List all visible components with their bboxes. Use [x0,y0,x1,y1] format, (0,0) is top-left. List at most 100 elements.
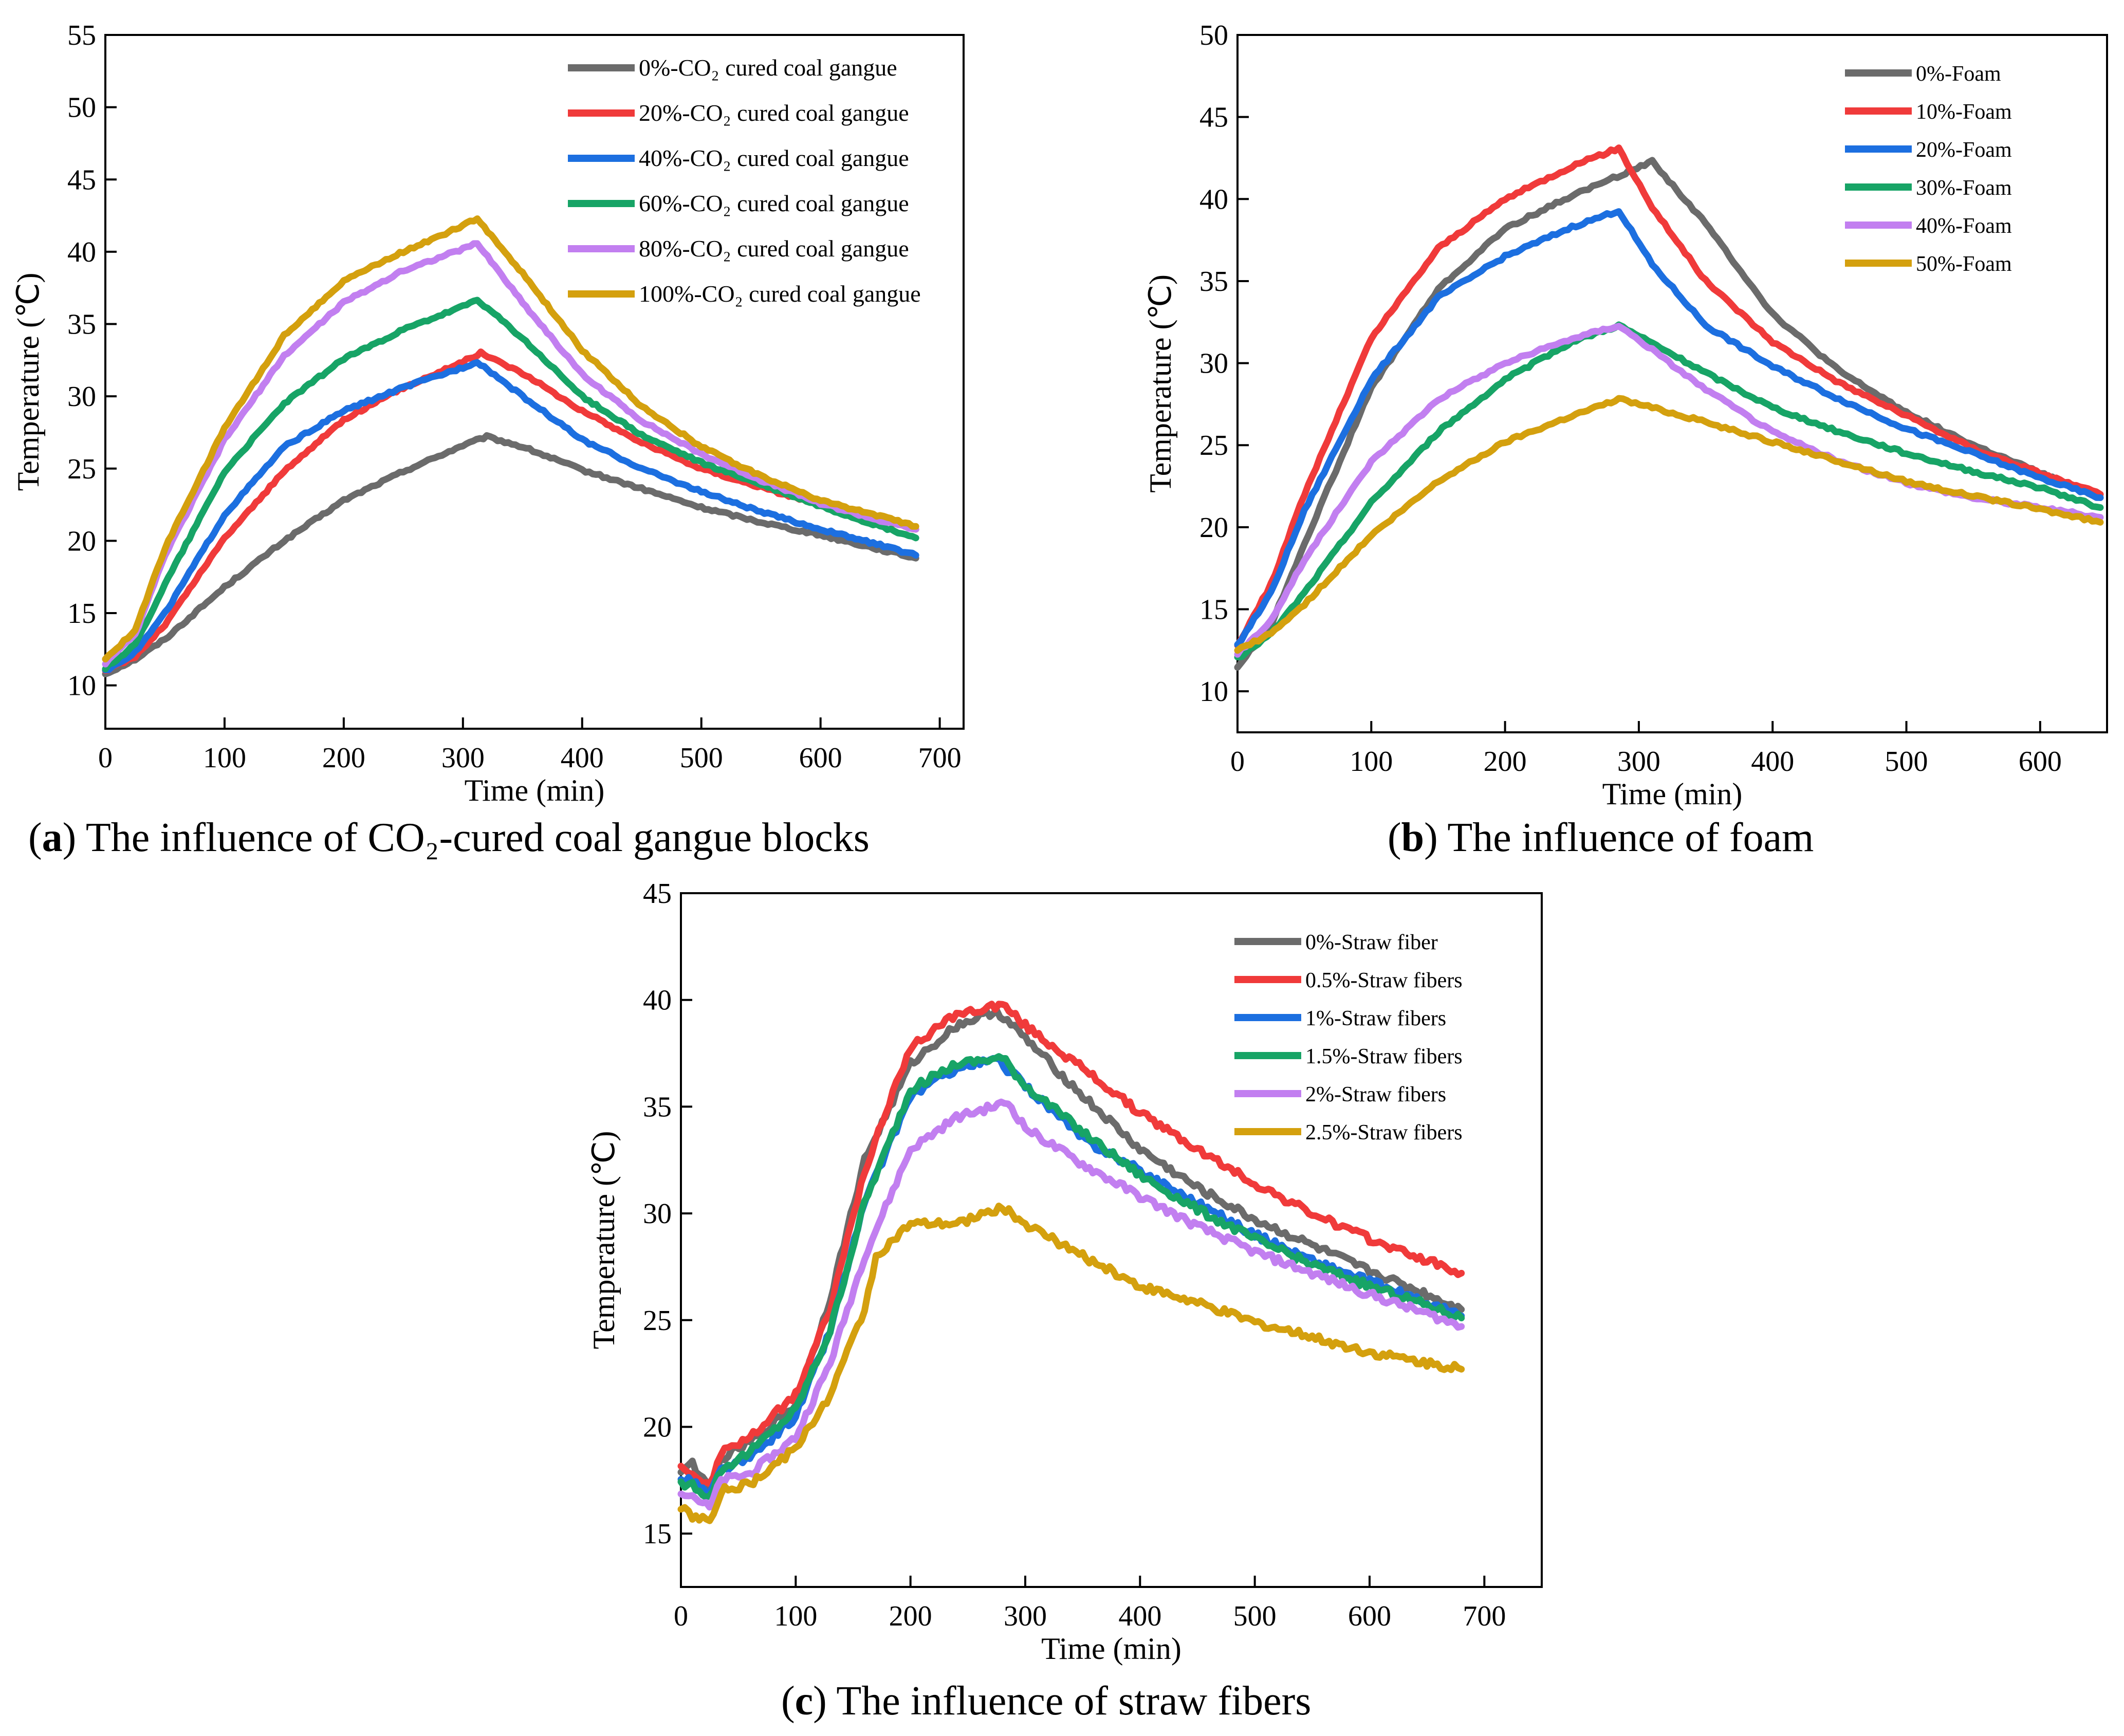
x-tick-label: 0 [674,1600,688,1632]
y-tick-label: 40 [67,236,96,268]
chart-a: 0 100 200 300 400 500 600 700 10 15 20 25 30 35 40 45 50… [11,20,965,807]
caption-b-text: The influence of foam [1437,815,1814,860]
y-tick-label: 30 [643,1198,672,1230]
legend-label: 1%-Straw fibers [1305,1007,1446,1030]
caption-c-text: The influence of straw fibers [826,1678,1312,1724]
chart-b: 0 100 200 300 400 500 600 10 15 20 25 30 35 40 45 50 Tim… [1143,20,2108,811]
plot-frame [1236,34,2108,733]
y-tick-label: 20 [67,525,96,557]
x-tick-label: 0 [1230,746,1245,778]
legend-label: 50%-Foam [1916,252,2012,276]
legend-label: 40%-Foam [1916,214,2012,238]
legend-label: 20%-Foam [1916,138,2012,162]
legend-label: 10%-Foam [1916,100,2012,124]
y-tick-label: 20 [643,1411,672,1443]
y-tick-label: 35 [643,1091,672,1123]
legend-label: 60%-CO₂ cured coal gangue [639,190,909,216]
y-axis-label: Temperature (℃) [11,273,45,491]
legend-label: 1.5%-Straw fibers [1305,1045,1463,1068]
series-line [1234,395,2104,654]
chart-c: 0 100 200 300 400 500 600 700 15 20 25 30 35 40 45 Time… [587,878,1543,1666]
legend-label: 2%-Straw fibers [1305,1083,1446,1106]
y-tick-label: 55 [67,20,96,51]
series-line [102,432,919,678]
y-tick-label: 50 [1199,20,1228,51]
y-tick-label: 15 [643,1518,672,1550]
series-line [1234,208,2104,648]
y-tick-label: 25 [643,1305,672,1337]
x-tick-label: 200 [889,1600,932,1632]
legend-label: 80%-CO₂ cured coal gangue [639,235,909,262]
y-tick-label: 40 [643,985,672,1017]
series-line [1234,144,2104,649]
x-tick-label: 300 [1617,746,1660,778]
x-tick-label: 100 [774,1600,817,1632]
y-tick-label: 15 [67,598,96,630]
caption-c: (c) The influence of straw fibers [781,1678,1312,1724]
y-tick-label: 45 [1199,102,1228,134]
x-tick-label: 300 [1004,1600,1047,1632]
x-tick-label: 200 [322,742,365,774]
x-tick-label: 400 [1751,746,1794,778]
caption-b-letter: b [1401,815,1425,860]
x-tick-label: 400 [1118,1600,1161,1632]
legend-label: 20%-CO₂ cured coal gangue [639,100,909,126]
y-tick-label: 35 [1199,266,1228,298]
x-tick-label: 600 [799,742,842,774]
y-tick-label: 35 [67,309,96,341]
y-tick-label: 40 [1199,183,1228,215]
legend-label: 30%-Foam [1916,176,2012,200]
x-tick-label: 500 [1885,746,1928,778]
series-line [677,1098,1465,1511]
legend-label: 0%-Straw fiber [1305,931,1438,954]
x-axis-label: Time (min) [1041,1632,1181,1666]
legend-label: 0%-CO₂ cured coal gangue [639,54,897,81]
series-line [1234,323,2104,658]
x-tick-label: 100 [203,742,246,774]
y-tick-label: 50 [67,92,96,124]
series-line [102,215,919,662]
y-tick-label: 30 [1199,348,1228,380]
legend-label: 2.5%-Straw fibers [1305,1121,1463,1144]
caption-a-letter: a [42,815,63,860]
caption-b: (b) The influence of foam [1388,815,1814,860]
caption-a: (a) The influence of CO₂-cured coal gang… [28,815,870,860]
y-tick-label: 30 [67,381,96,413]
y-tick-label: 45 [67,164,96,196]
series-line [677,1203,1465,1524]
y-tick-label: 25 [67,453,96,485]
x-tick-label: 600 [2019,746,2062,778]
series-line [1234,321,2104,660]
series-line [677,1053,1465,1501]
x-tick-label: 700 [918,742,962,774]
x-tick-label: 500 [1233,1600,1277,1632]
caption-a-text: The influence of CO₂-cured coal gangue b… [76,815,870,860]
x-axis-label: Time (min) [465,773,605,807]
y-tick-label: 25 [1199,430,1228,461]
y-tick-label: 15 [1199,594,1228,626]
x-tick-label: 200 [1484,746,1527,778]
x-tick-label: 500 [680,742,723,774]
legend-label: 0%-Foam [1916,62,2001,86]
legend-label: 40%-CO₂ cured coal gangue [639,145,909,171]
series-line [102,297,919,673]
x-axis-label: Time (min) [1602,777,1743,811]
y-tick-label: 10 [67,670,96,702]
y-tick-label: 20 [1199,512,1228,544]
x-tick-label: 100 [1350,746,1393,778]
y-tick-label: 45 [643,878,672,910]
plot-frame [104,34,965,730]
y-axis-label: Temperature (℃) [587,1131,621,1350]
x-tick-label: 400 [561,742,604,774]
x-tick-label: 0 [98,742,113,774]
x-tick-label: 600 [1348,1600,1391,1632]
series-line [677,1001,1465,1487]
y-tick-label: 10 [1199,676,1228,708]
y-axis-label: Temperature (℃) [1143,274,1177,493]
series-line [102,359,919,674]
legend-label: 100%-CO₂ cured coal gangue [639,281,921,307]
caption-c-letter: c [795,1678,814,1724]
legend-label: 0.5%-Straw fibers [1305,969,1463,992]
x-tick-label: 700 [1463,1600,1506,1632]
